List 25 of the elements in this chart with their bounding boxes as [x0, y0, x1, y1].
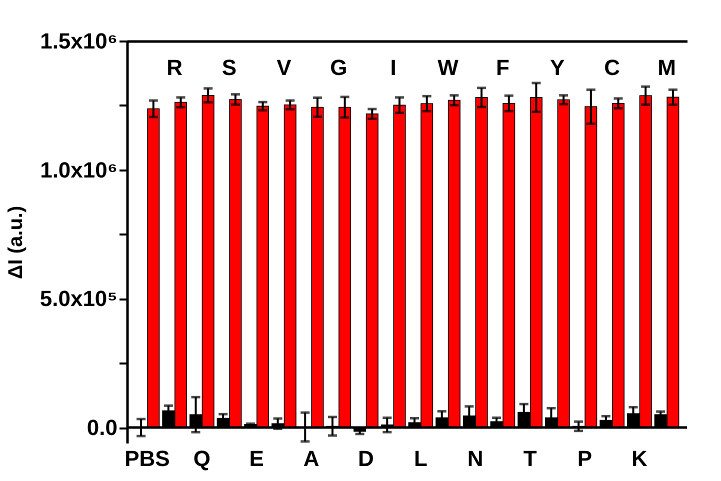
x-tick-label: A: [303, 446, 320, 471]
y-tick-label: 1.5x10⁶: [40, 28, 118, 54]
x-tick-label: T: [523, 446, 538, 471]
x-tick-label: V: [276, 55, 292, 80]
x-tick-label: Q: [193, 446, 210, 471]
x-tick-label: Y: [550, 55, 566, 80]
x-tick-label: F: [496, 55, 510, 80]
x-tick-label: N: [467, 446, 484, 471]
y-tick-label: 1.0x10⁶: [40, 157, 118, 182]
x-tick-label: R: [166, 55, 183, 80]
y-tick-label: 5.0x10⁵: [40, 286, 118, 312]
x-tick-label: K: [631, 446, 648, 471]
x-tick-label: L: [414, 446, 428, 471]
x-tick-label: E: [249, 446, 264, 471]
x-tick-label: S: [222, 55, 237, 80]
x-tick-label: C: [604, 55, 620, 80]
x-tick-label: PBS: [124, 446, 170, 471]
x-tick-label: I: [390, 55, 396, 80]
x-tick-label: P: [577, 446, 592, 471]
y-axis-title: ΔI (a.u.): [4, 206, 27, 280]
x-tick-label: M: [658, 55, 676, 80]
y-tick-label: 0.0: [86, 415, 118, 440]
x-tick-label: W: [438, 55, 459, 80]
x-tick-label: D: [358, 446, 374, 471]
x-tick-label: G: [330, 55, 348, 80]
